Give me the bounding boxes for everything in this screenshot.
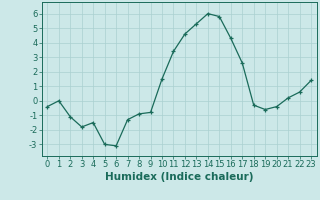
X-axis label: Humidex (Indice chaleur): Humidex (Indice chaleur) — [105, 172, 253, 182]
